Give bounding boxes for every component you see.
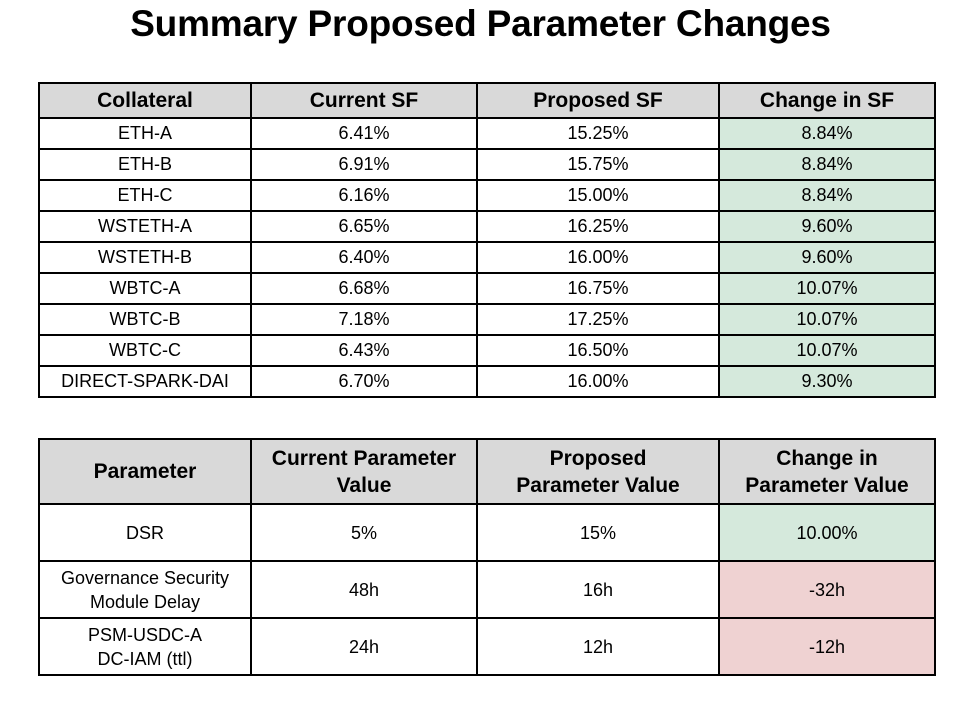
change-in-sf-cell: 10.07% (718, 303, 936, 336)
column-header-change-in-sf: Change in SF (718, 82, 936, 119)
proposed-value-cell: 16h (476, 560, 720, 619)
proposed-sf-cell: 17.25% (476, 303, 720, 336)
current-sf-cell: 6.43% (250, 334, 478, 367)
proposed-sf-cell: 16.00% (476, 365, 720, 398)
collateral-cell: ETH-A (38, 117, 252, 150)
change-value-cell: 10.00% (718, 503, 936, 562)
table-row: WBTC-C 6.43% 16.50% 10.07% (38, 334, 936, 367)
proposed-sf-cell: 16.50% (476, 334, 720, 367)
table-row: DIRECT-SPARK-DAI 6.70% 16.00% 9.30% (38, 365, 936, 398)
parameter-cell: DSR (38, 503, 252, 562)
current-sf-cell: 6.41% (250, 117, 478, 150)
proposed-sf-cell: 15.00% (476, 179, 720, 212)
table-row: WSTETH-A 6.65% 16.25% 9.60% (38, 210, 936, 243)
header-line: Parameter (93, 460, 197, 483)
change-in-sf-cell: 9.60% (718, 241, 936, 274)
table-row: DSR 5% 15% 10.00% (38, 503, 936, 562)
table-row: ETH-B 6.91% 15.75% 8.84% (38, 148, 936, 181)
change-in-sf-cell: 8.84% (718, 117, 936, 150)
parameter-line: PSM-USDC-A (87, 624, 202, 645)
parameter-table: Parameter Current Parameter Value Propos… (38, 438, 936, 676)
current-sf-cell: 6.65% (250, 210, 478, 243)
table-header-row: Parameter Current Parameter Value Propos… (38, 438, 936, 505)
change-in-sf-cell: 9.60% (718, 210, 936, 243)
collateral-cell: WBTC-C (38, 334, 252, 367)
change-value-cell: -12h (718, 617, 936, 676)
proposed-sf-cell: 16.25% (476, 210, 720, 243)
column-header-collateral: Collateral (38, 82, 252, 119)
table-row: WBTC-B 7.18% 17.25% 10.07% (38, 303, 936, 336)
stability-fee-table: Collateral Current SF Proposed SF Change… (38, 82, 936, 398)
collateral-cell: WSTETH-B (38, 241, 252, 274)
parameter-line: Governance Security (60, 567, 230, 588)
column-header-current-sf: Current SF (250, 82, 478, 119)
proposed-value-cell: 15% (476, 503, 720, 562)
parameter-line: Module Delay (89, 591, 201, 612)
table-row: ETH-A 6.41% 15.25% 8.84% (38, 117, 936, 150)
proposed-value-cell: 12h (476, 617, 720, 676)
header-line: Change in (776, 446, 878, 470)
parameter-line: DSR (125, 522, 164, 543)
proposed-sf-cell: 15.75% (476, 148, 720, 181)
collateral-cell: ETH-B (38, 148, 252, 181)
table-row: ETH-C 6.16% 15.00% 8.84% (38, 179, 936, 212)
proposed-sf-cell: 15.25% (476, 117, 720, 150)
current-sf-cell: 6.70% (250, 365, 478, 398)
proposed-sf-cell: 16.75% (476, 272, 720, 305)
column-header-proposed-sf: Proposed SF (476, 82, 720, 119)
column-header-parameter: Parameter (38, 438, 252, 505)
collateral-cell: WSTETH-A (38, 210, 252, 243)
table-row: WBTC-A 6.68% 16.75% 10.07% (38, 272, 936, 305)
current-sf-cell: 6.40% (250, 241, 478, 274)
column-header-change-in-parameter-value: Change in Parameter Value (718, 438, 936, 505)
table-row: WSTETH-B 6.40% 16.00% 9.60% (38, 241, 936, 274)
table-row: PSM-USDC-A DC-IAM (ttl) 24h 12h -12h (38, 617, 936, 676)
parameter-cell: PSM-USDC-A DC-IAM (ttl) (38, 617, 252, 676)
column-header-proposed-parameter-value: Proposed Parameter Value (476, 438, 720, 505)
current-sf-cell: 6.16% (250, 179, 478, 212)
collateral-cell: ETH-C (38, 179, 252, 212)
change-in-sf-cell: 10.07% (718, 334, 936, 367)
header-line: Parameter Value (745, 473, 909, 497)
header-line: Value (336, 473, 392, 497)
table-row: Governance Security Module Delay 48h 16h -32… (38, 560, 936, 619)
change-in-sf-cell: 8.84% (718, 179, 936, 212)
current-sf-cell: 6.68% (250, 272, 478, 305)
change-in-sf-cell: 9.30% (718, 365, 936, 398)
current-value-cell: 24h (250, 617, 478, 676)
column-header-current-parameter-value: Current Parameter Value (250, 438, 478, 505)
collateral-cell: WBTC-A (38, 272, 252, 305)
parameter-line: DC-IAM (ttl) (97, 648, 193, 669)
current-value-cell: 48h (250, 560, 478, 619)
collateral-cell: DIRECT-SPARK-DAI (38, 365, 252, 398)
proposed-sf-cell: 16.00% (476, 241, 720, 274)
header-line: Proposed (549, 446, 647, 470)
change-in-sf-cell: 8.84% (718, 148, 936, 181)
header-line: Current Parameter (271, 446, 457, 470)
parameter-cell: Governance Security Module Delay (38, 560, 252, 619)
change-in-sf-cell: 10.07% (718, 272, 936, 305)
current-sf-cell: 6.91% (250, 148, 478, 181)
page-title: Summary Proposed Parameter Changes (130, 3, 831, 44)
header-line: Parameter Value (516, 473, 680, 497)
table-header-row: Collateral Current SF Proposed SF Change… (38, 82, 936, 119)
current-sf-cell: 7.18% (250, 303, 478, 336)
change-value-cell: -32h (718, 560, 936, 619)
collateral-cell: WBTC-B (38, 303, 252, 336)
current-value-cell: 5% (250, 503, 478, 562)
